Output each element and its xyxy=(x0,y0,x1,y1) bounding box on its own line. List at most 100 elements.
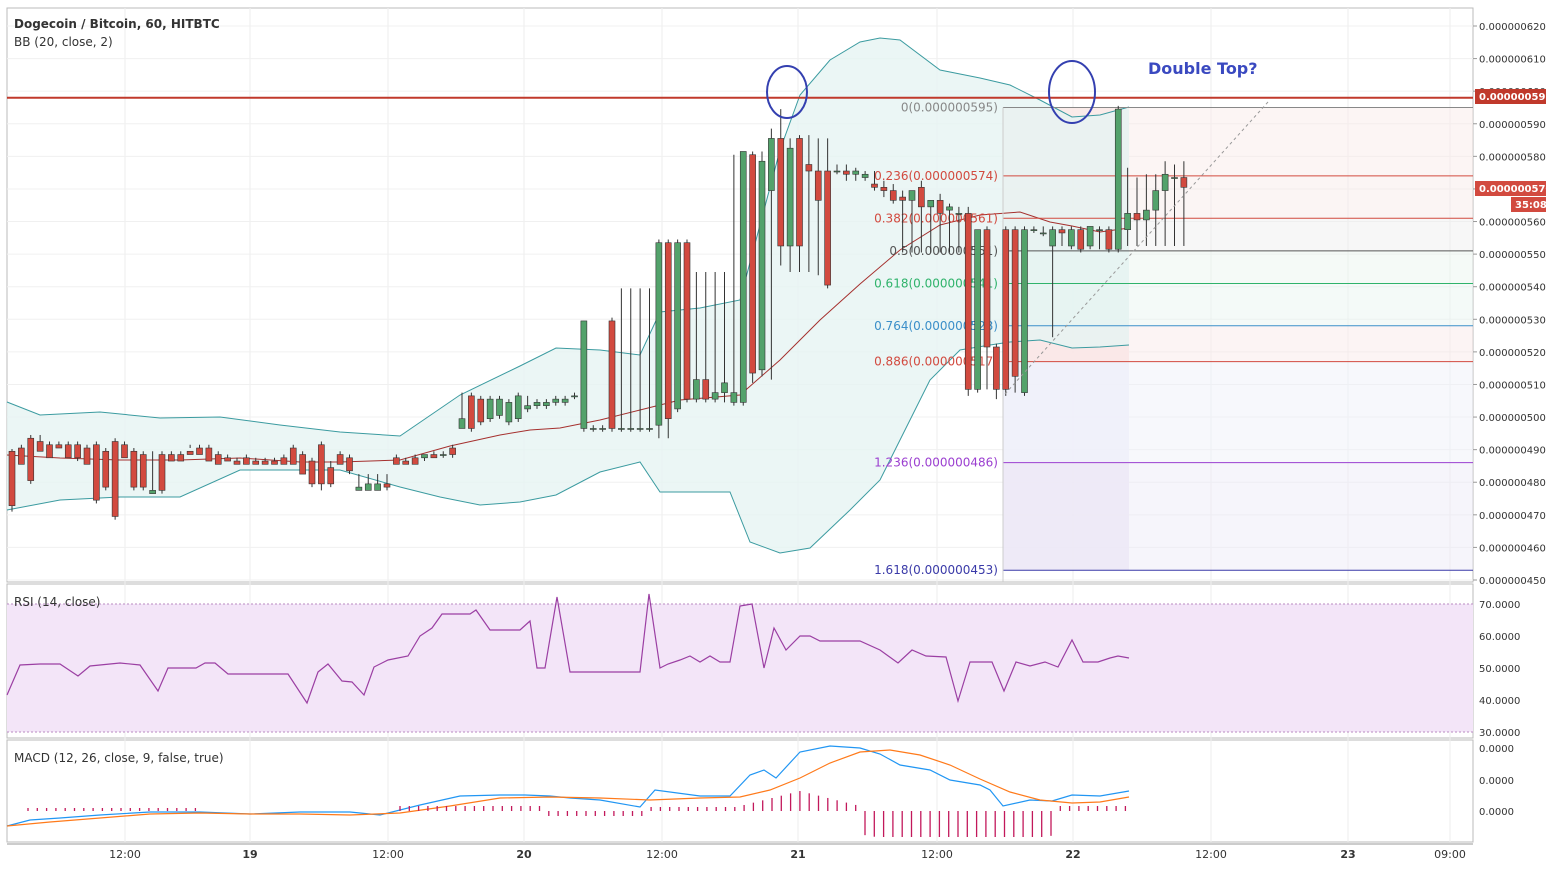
candle-body-89 xyxy=(843,170,850,175)
fib-label-2: 0.382(0.000000561) xyxy=(874,211,998,225)
rsi-tick-label-4: 30.0000 xyxy=(1479,728,1520,739)
fib-zone-7 xyxy=(1003,462,1129,571)
candle-body-101 xyxy=(955,213,963,215)
time-tick-label-6: 12:00 xyxy=(921,848,953,861)
annotations xyxy=(766,60,1269,395)
price-tick-label-14: 0.000000480 xyxy=(1479,478,1546,489)
price-tick-label-16: 0.000000460 xyxy=(1479,543,1546,554)
rsi-tick-label-2: 50.0000 xyxy=(1479,664,1520,675)
candle-body-84 xyxy=(796,138,803,247)
candle-body-77 xyxy=(730,392,738,403)
fib-zone-ext-0 xyxy=(1129,107,1473,176)
candle-body-58 xyxy=(552,398,560,403)
time-tick-label-2: 12:00 xyxy=(372,848,404,861)
fib-zone-ext-4 xyxy=(1129,283,1473,326)
candle-body-19 xyxy=(186,450,194,455)
double-top-circle-2 xyxy=(1048,60,1096,124)
candle-body-103 xyxy=(974,229,981,390)
candle-body-15 xyxy=(149,490,156,494)
candle-body-37 xyxy=(355,486,363,491)
rsi-tick-label-3: 40.0000 xyxy=(1479,696,1520,707)
candle-body-110 xyxy=(1039,232,1047,235)
candle-body-104 xyxy=(983,229,991,348)
fib-label-8: 1.618(0.000000453) xyxy=(874,563,998,577)
candle-body-31 xyxy=(299,454,306,475)
rsi-label: RSI (14, close) xyxy=(14,595,100,609)
candle-body-82 xyxy=(777,138,785,247)
candle-body-68 xyxy=(646,428,653,430)
candle-body-46 xyxy=(439,454,447,456)
candle-body-29 xyxy=(280,457,288,465)
price-tick-label-11: 0.000000510 xyxy=(1479,380,1546,391)
candle-body-92 xyxy=(871,183,878,188)
candle-body-3 xyxy=(36,441,44,452)
candle-body-115 xyxy=(1086,226,1094,247)
countdown-text: 35:08 xyxy=(1515,200,1547,211)
last-price-tag xyxy=(1475,181,1546,196)
candle-body-73 xyxy=(693,379,700,400)
candle-body-59 xyxy=(561,398,569,403)
candle-body-75 xyxy=(711,392,719,400)
candle-body-54 xyxy=(514,395,522,419)
bb-label: BB (20, close, 2) xyxy=(14,35,113,49)
candle-body-50 xyxy=(477,398,485,423)
candle-body-96 xyxy=(908,190,916,201)
candlestick-series xyxy=(8,105,1188,520)
candle-body-47 xyxy=(449,447,456,455)
candle-body-51 xyxy=(486,398,494,419)
pane-frame-2 xyxy=(6,739,1474,843)
price-tick-label-15: 0.000000470 xyxy=(1479,511,1546,522)
candle-body-10 xyxy=(102,450,110,488)
fib-label-7: 1.236(0.000000486) xyxy=(874,456,998,470)
countdown-tag xyxy=(1511,197,1546,212)
candle-body-95 xyxy=(899,196,906,201)
macd-tick-label-0: 0.0000 xyxy=(1479,744,1514,755)
time-tick-label-3: 20 xyxy=(516,848,532,861)
fib-zone-ext-3 xyxy=(1129,250,1473,284)
fib-zone-ext-7 xyxy=(1129,462,1473,571)
rsi-tick-label-1: 60.0000 xyxy=(1479,632,1520,643)
candle-body-1 xyxy=(18,447,25,465)
candle-body-44 xyxy=(421,454,428,459)
candle-body-26 xyxy=(252,460,260,465)
candle-body-120 xyxy=(1133,213,1141,221)
candle-body-24 xyxy=(233,460,241,465)
candle-body-90 xyxy=(852,170,860,175)
time-tick-label-1: 19 xyxy=(242,848,257,861)
signal-line xyxy=(6,749,1130,827)
candle-body-8 xyxy=(83,447,91,465)
candle-body-78 xyxy=(739,151,747,403)
candle-body-121 xyxy=(1143,209,1150,221)
candle-body-111 xyxy=(1049,229,1056,247)
candle-body-88 xyxy=(833,170,841,173)
candle-body-118 xyxy=(1114,108,1122,250)
candle-body-114 xyxy=(1077,229,1085,250)
candle-body-93 xyxy=(880,187,888,191)
time-tick-label-9: 23 xyxy=(1340,848,1355,861)
candle-body-94 xyxy=(889,190,897,201)
bb-upper-line xyxy=(6,37,1130,437)
candle-body-112 xyxy=(1058,229,1066,234)
candle-body-109 xyxy=(1030,229,1038,231)
price-tick-label-10: 0.000000520 xyxy=(1479,348,1546,359)
candle-body-28 xyxy=(271,460,278,465)
candle-body-70 xyxy=(664,242,672,419)
candle-body-91 xyxy=(861,173,869,178)
candle-body-108 xyxy=(1021,229,1028,393)
rsi-pane xyxy=(6,593,1473,733)
candle-body-9 xyxy=(93,444,100,501)
candle-body-86 xyxy=(814,170,822,201)
candle-body-48 xyxy=(458,418,466,429)
candle-body-0 xyxy=(8,450,16,506)
candle-body-53 xyxy=(505,402,513,423)
candle-body-87 xyxy=(824,170,831,286)
price-tick-label-4: 0.000000580 xyxy=(1479,152,1546,163)
fib-label-1: 0.236(0.000000574) xyxy=(874,169,998,183)
time-tick-label-5: 21 xyxy=(790,848,805,861)
candle-body-67 xyxy=(636,428,644,430)
candle-body-25 xyxy=(243,457,250,465)
candle-body-35 xyxy=(336,454,344,465)
candle-body-33 xyxy=(318,444,325,485)
price-tick-label-7: 0.000000550 xyxy=(1479,250,1546,261)
candle-body-36 xyxy=(346,457,353,472)
